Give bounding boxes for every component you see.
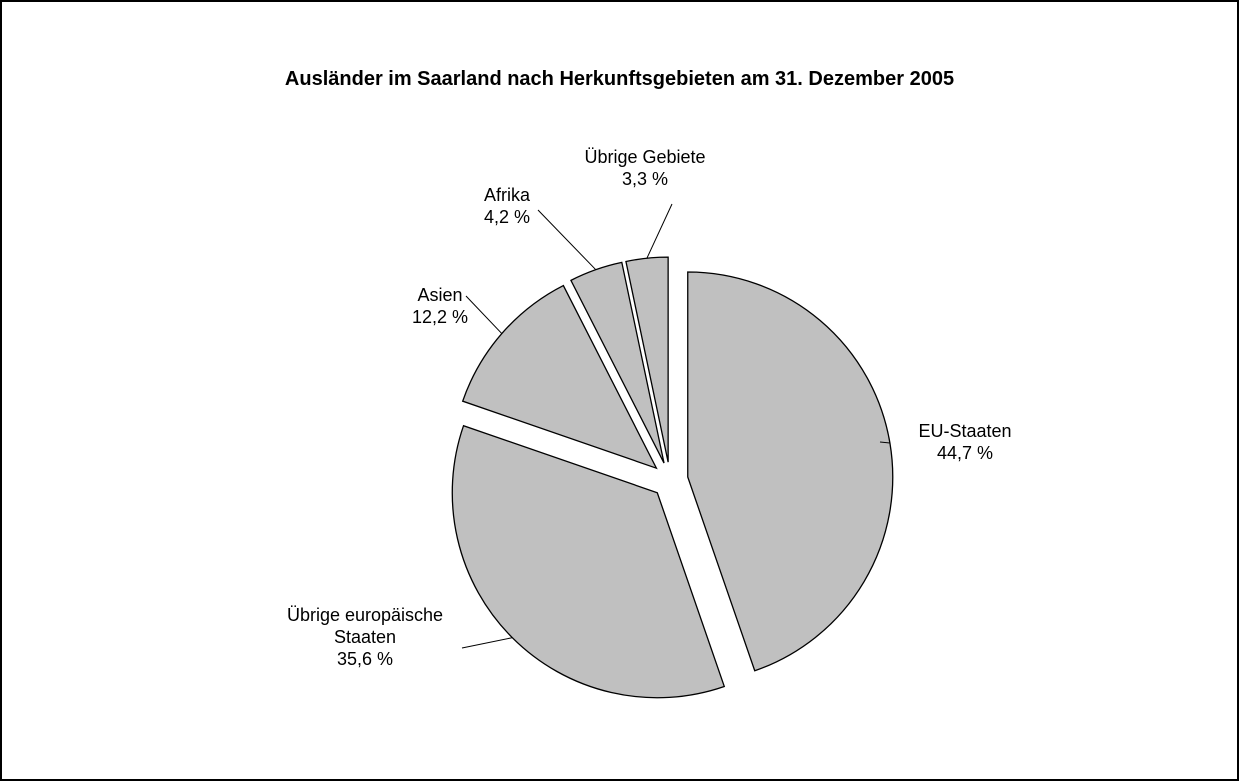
category-label: Übrige europäische Staaten — [286, 605, 444, 647]
pie-slice — [451, 424, 726, 699]
leader-line — [465, 295, 503, 334]
category-label: Übrige Gebiete — [584, 147, 706, 167]
slice-label: Afrika 4,2 % — [467, 184, 547, 228]
leader-line — [461, 637, 513, 649]
category-label: EU-Staaten — [918, 421, 1012, 441]
slice-label: Übrige Gebiete 3,3 % — [565, 146, 725, 190]
slice-label: Asien 12,2 % — [390, 284, 490, 328]
slice-label: Übrige europäische Staaten 35,6 % — [255, 604, 475, 670]
slice-label: EU-Staaten 44,7 % — [895, 420, 1035, 464]
leader-line — [646, 203, 673, 259]
category-label: Afrika — [483, 185, 530, 205]
leader-line — [537, 209, 597, 271]
value-label: 12,2 % — [411, 307, 469, 327]
leader-line — [879, 441, 890, 444]
pie-slice — [687, 271, 894, 672]
value-label: 35,6 % — [336, 649, 394, 669]
value-label: 3,3 % — [621, 169, 669, 189]
category-label: Asien — [417, 285, 463, 305]
chart-title: Ausländer im Saarland nach Herkunftsgebi… — [284, 68, 955, 90]
pie-slice — [625, 256, 669, 463]
pie-slice — [570, 261, 665, 464]
value-label: 4,2 % — [483, 207, 531, 227]
value-label: 44,7 % — [936, 443, 994, 463]
